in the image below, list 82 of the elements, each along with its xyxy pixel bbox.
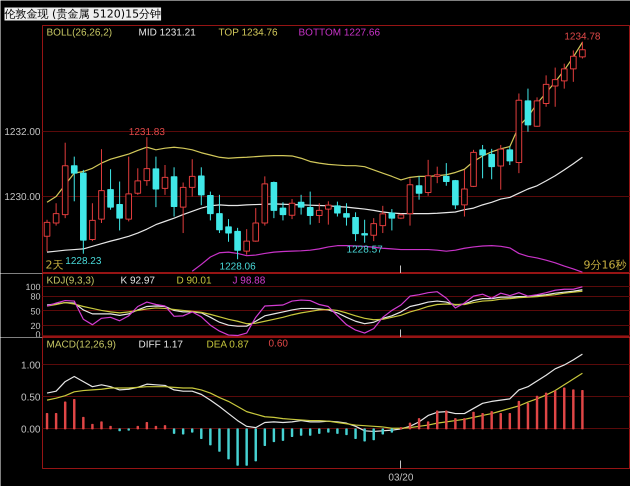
candlestick: [325, 200, 332, 226]
candlestick: [252, 208, 260, 242]
text: DEA 0.87: [206, 340, 250, 350]
candlestick: [298, 194, 304, 216]
candlestick: [352, 212, 359, 242]
line-series: [46, 286, 584, 336]
candlestick: [152, 156, 160, 208]
candlestick: [144, 136, 150, 186]
candlestick: [461, 169, 468, 218]
candlestick: [134, 168, 142, 196]
candlestick: [207, 191, 214, 221]
candlestick: [552, 67, 558, 108]
candlestick: [243, 228, 250, 256]
annotation: 1228.06: [220, 261, 256, 272]
candlestick: [424, 159, 432, 196]
annotation: 1234.78: [564, 32, 601, 43]
y-tick-label: 0.50: [21, 392, 41, 404]
text: BOTTOM 1227.66: [298, 28, 380, 38]
chart-title: 伦敦金现 (贵金属 5120)15分钟: [4, 8, 162, 20]
y-tick-label: 0.00: [21, 424, 41, 436]
candlestick: [370, 218, 378, 242]
candlestick: [180, 182, 186, 234]
candlestick: [216, 194, 223, 234]
candlestick: [416, 176, 422, 200]
candlestick: [162, 164, 168, 196]
candlestick: [388, 208, 396, 231]
candlestick: [306, 191, 314, 226]
candlestick: [70, 156, 78, 202]
legend-title: BOLL(26,26,2): [46, 28, 112, 38]
candlestick: [379, 205, 386, 234]
candlestick: [280, 202, 286, 221]
y-tick-label: 1.00: [21, 360, 41, 372]
candlestick: [89, 202, 96, 242]
candlestick: [542, 74, 550, 108]
x-tick-label: 03/20: [388, 472, 414, 484]
candlestick: [343, 202, 350, 226]
y-tick-label: 80: [30, 292, 41, 302]
candlestick: [188, 158, 196, 197]
annotation: 2天: [46, 258, 64, 272]
candlestick: [479, 144, 486, 179]
text: TOP 1234.76: [218, 28, 278, 38]
text: DIFF 1.17: [138, 340, 184, 350]
line-series: [192, 245, 584, 273]
candlestick: [434, 166, 441, 184]
legend-title: KDJ(9,3,3): [46, 276, 94, 286]
y-tick-label: 1232.00: [4, 127, 41, 138]
candlestick: [579, 41, 586, 60]
annotation: 1228.57: [346, 244, 384, 256]
y-tick-label: 20: [30, 321, 41, 332]
candlestick: [52, 202, 60, 226]
legend-title: MACD(12,26,9): [46, 340, 116, 350]
candlestick: [506, 146, 514, 166]
candlestick: [488, 148, 495, 180]
text: D 90.01: [176, 276, 212, 286]
candlestick: [316, 202, 323, 224]
candlestick: [497, 144, 504, 190]
series-label: K 92.97: [120, 276, 156, 286]
candlestick: [234, 227, 241, 260]
candlestick: [225, 218, 232, 242]
text: MID 1231.21: [138, 28, 196, 38]
candlestick: [116, 181, 123, 231]
annotation: 9分16秒: [584, 258, 627, 272]
annotation: 1228.23: [65, 256, 102, 267]
candlestick: [198, 166, 205, 206]
candlestick: [334, 201, 341, 218]
line-series: [46, 42, 584, 203]
y-tick-label: 50: [30, 306, 41, 316]
y-tick-label: 100: [25, 282, 41, 292]
annotation: 1231.83: [128, 127, 166, 138]
candlestick: [442, 162, 450, 186]
y-tick-label: 1230.00: [4, 192, 41, 203]
text: 0.60: [268, 338, 288, 350]
candlestick: [361, 219, 368, 244]
line-series: [46, 354, 584, 432]
candlestick: [288, 198, 296, 220]
candlestick: [107, 168, 114, 210]
candlestick: [570, 50, 577, 82]
line-series: [46, 156, 584, 253]
series-label: J 98.88: [232, 276, 266, 286]
line-series: [46, 372, 584, 429]
candlestick: [524, 88, 532, 132]
candlestick: [560, 63, 568, 90]
